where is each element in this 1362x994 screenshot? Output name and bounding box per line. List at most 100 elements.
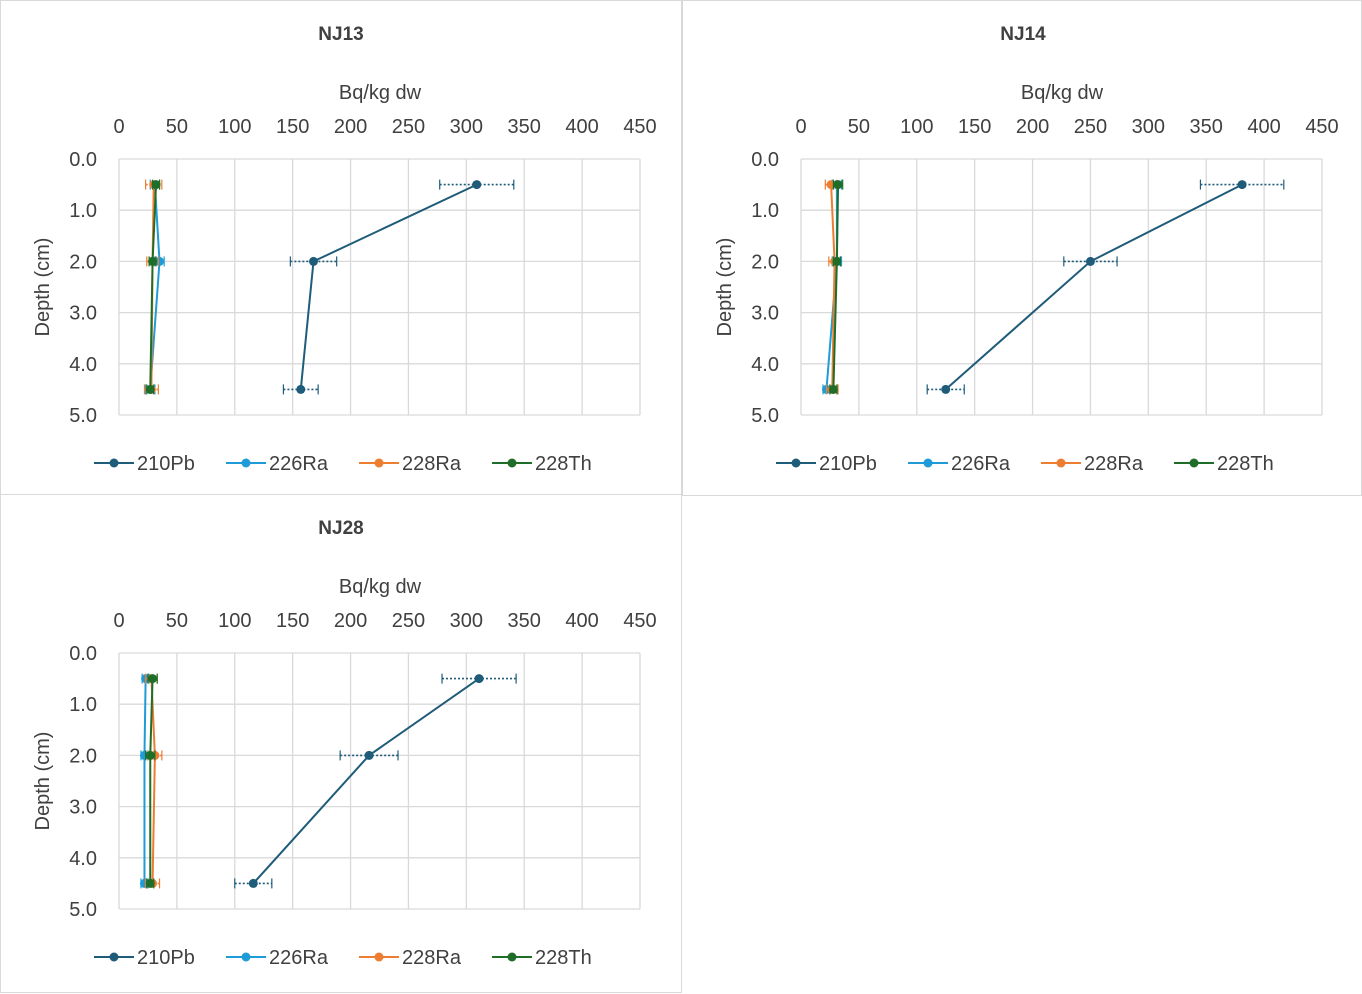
data-point: [155, 256, 165, 266]
legend-marker: [791, 458, 801, 468]
legend-label: 210Pb: [137, 947, 195, 969]
chart-title: NJ14: [1000, 24, 1046, 45]
legend-marker: [109, 458, 119, 468]
data-point: [248, 878, 258, 888]
y-tick-label: 5.0: [69, 405, 97, 427]
x-tick-label: 0: [113, 610, 124, 632]
legend-marker: [374, 952, 384, 962]
legend-entry: 228Th: [1174, 453, 1274, 475]
legend-entry: 226Ra: [908, 453, 1011, 475]
data-point: [832, 256, 842, 266]
legend-entry: 228Th: [492, 947, 592, 969]
y-tick-label: 4.0: [751, 354, 779, 376]
chart-svg-nj28: NJ28 Bq/kg dw Depth (cm) 0 50 100 150 200 250 300…: [32, 518, 657, 969]
x-tick-label: 150: [276, 610, 309, 632]
y-axis-title: Depth (cm): [714, 238, 736, 337]
legend-marker: [923, 458, 933, 468]
x-tick-label: 450: [623, 116, 656, 138]
legend-marker: [241, 458, 251, 468]
x-tick-label: 50: [166, 116, 188, 138]
legend-label: 210Pb: [819, 453, 877, 475]
series-210Pb: [234, 673, 517, 889]
legend-label: 228Th: [535, 453, 592, 475]
legend-entry: 228Ra: [1041, 453, 1144, 475]
data-point: [145, 384, 155, 394]
data-point: [309, 256, 319, 266]
series-228Th: [828, 179, 844, 395]
legend-label: 228Th: [1217, 453, 1274, 475]
data-point: [941, 384, 951, 394]
data-point: [828, 384, 838, 394]
x-tick-label: 350: [508, 116, 541, 138]
y-tick-label: 3.0: [69, 797, 97, 819]
y-axis-title: Depth (cm): [32, 732, 54, 831]
legend-marker: [374, 458, 384, 468]
legend-label: 228Ra: [402, 453, 462, 475]
data-point: [145, 878, 155, 888]
chart-panel-nj14: NJ14 Bq/kg dw Depth (cm) 0 50 100 150 200 250 300…: [682, 0, 1362, 496]
legend-label: 226Ra: [269, 947, 329, 969]
legend-marker: [507, 458, 517, 468]
x-tick-label: 150: [276, 116, 309, 138]
x-tick-label: 100: [900, 116, 933, 138]
data-point: [472, 180, 482, 190]
x-tick-label: 50: [166, 610, 188, 632]
x-tick-label: 200: [1016, 116, 1049, 138]
series-line: [299, 183, 478, 390]
legend-marker: [1189, 458, 1199, 468]
legend-entry: 226Ra: [226, 453, 329, 475]
y-tick-label: 2.0: [69, 251, 97, 273]
x-tick-label: 50: [848, 116, 870, 138]
series-line: [945, 183, 1243, 391]
x-tick-label: 250: [1074, 116, 1107, 138]
legend-marker: [109, 952, 119, 962]
x-tick-label: 0: [113, 116, 124, 138]
legend-label: 226Ra: [951, 453, 1011, 475]
x-tick-label: 250: [392, 116, 425, 138]
y-tick-label: 1.0: [69, 694, 97, 716]
x-axis-title: Bq/kg dw: [1021, 82, 1104, 104]
data-point: [1237, 180, 1247, 190]
series-228Ra: [145, 673, 163, 889]
x-tick-label: 200: [334, 116, 367, 138]
data-point: [148, 674, 158, 684]
legend-entry: 228Th: [492, 453, 592, 475]
y-tick-label: 1.0: [69, 200, 97, 222]
x-tick-label: 300: [450, 610, 483, 632]
y-tick-label: 5.0: [751, 405, 779, 427]
chart-panel-nj13: NJ13 Bq/kg dw Depth (cm) 0 50 100 150 200 250 300…: [0, 0, 682, 496]
x-tick-label: 400: [1247, 116, 1280, 138]
y-tick-label: 4.0: [69, 354, 97, 376]
series-228Th: [145, 673, 158, 889]
x-tick-label: 200: [334, 610, 367, 632]
data-point: [151, 180, 161, 190]
y-tick-label: 1.0: [751, 200, 779, 222]
series-line: [252, 677, 480, 885]
legend-marker: [507, 952, 517, 962]
x-axis-title: Bq/kg dw: [339, 82, 422, 104]
y-tick-label: 0.0: [751, 149, 779, 171]
x-tick-label: 300: [1132, 116, 1165, 138]
x-axis-title: Bq/kg dw: [339, 576, 422, 598]
chart-title: NJ28: [318, 518, 363, 539]
data-point: [474, 674, 484, 684]
x-tick-label: 250: [392, 610, 425, 632]
legend-label: 228Ra: [1084, 453, 1144, 475]
x-tick-label: 400: [565, 610, 598, 632]
data-point: [148, 256, 158, 266]
legend-label: 226Ra: [269, 453, 329, 475]
legend-marker: [241, 952, 251, 962]
x-tick-label: 400: [565, 116, 598, 138]
series-line: [143, 678, 147, 884]
y-tick-label: 4.0: [69, 848, 97, 870]
x-tick-label: 350: [1190, 116, 1223, 138]
legend-marker: [1056, 458, 1066, 468]
data-point: [296, 384, 306, 394]
y-tick-label: 2.0: [69, 745, 97, 767]
y-tick-label: 3.0: [751, 303, 779, 325]
x-tick-label: 300: [450, 116, 483, 138]
chart-svg-nj14: NJ14 Bq/kg dw Depth (cm) 0 50 100 150 200 250 300…: [714, 24, 1339, 475]
x-tick-label: 450: [623, 610, 656, 632]
legend-entry: 210Pb: [94, 453, 195, 475]
legend-entry: 210Pb: [776, 453, 877, 475]
